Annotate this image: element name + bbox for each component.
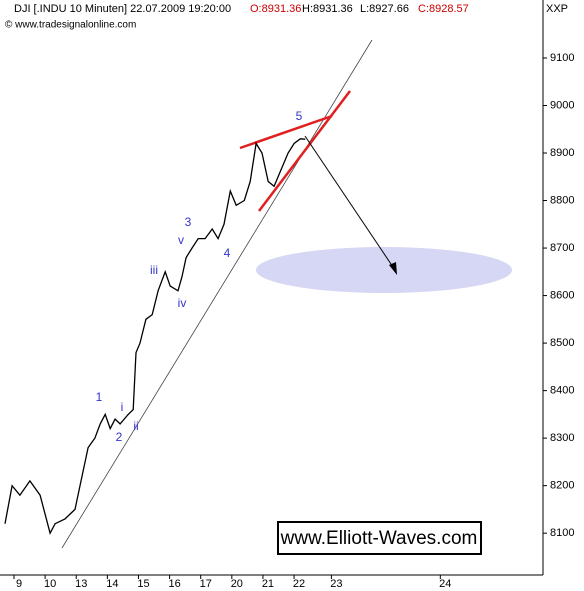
wave-label: iv bbox=[178, 296, 187, 310]
quote-high: H:8931.36 bbox=[302, 3, 353, 15]
wave-label: ii bbox=[133, 419, 138, 433]
watermark-box bbox=[277, 521, 482, 555]
x-tick-label: 17 bbox=[200, 578, 212, 590]
y-tick-label: 8600 bbox=[550, 289, 574, 301]
y-tick-label: 8100 bbox=[550, 527, 574, 539]
x-tick-label: 22 bbox=[293, 578, 305, 590]
y-tick-label: 8400 bbox=[550, 385, 574, 397]
watermark: www.Elliott-Waves.com bbox=[280, 528, 478, 549]
y-tick-label: 8200 bbox=[550, 480, 574, 492]
y-tick-label: 9100 bbox=[550, 52, 574, 64]
y-tick-label: 8500 bbox=[550, 337, 574, 349]
trend-line bbox=[61, 39, 373, 549]
x-tick-label: 21 bbox=[262, 578, 274, 590]
wave-label: i bbox=[121, 400, 124, 414]
x-tick-label: 14 bbox=[106, 578, 118, 590]
x-tick-label: 16 bbox=[168, 578, 180, 590]
wave-label: 2 bbox=[116, 430, 123, 444]
quote-close: C:8928.57 bbox=[418, 3, 469, 15]
wave-label: 5 bbox=[296, 109, 303, 123]
wave-label: 1 bbox=[96, 390, 103, 404]
wave-label: 4 bbox=[224, 246, 231, 260]
target-zone bbox=[256, 247, 512, 293]
x-tick-label: 23 bbox=[330, 578, 342, 590]
quote-low: L:8927.66 bbox=[360, 3, 409, 15]
y-tick-label: 8800 bbox=[550, 194, 574, 206]
y-tick-label: 8900 bbox=[550, 147, 574, 159]
x-tick-label: 10 bbox=[44, 578, 56, 590]
source: © www.tradesignalonline.com bbox=[5, 20, 136, 31]
triangle-lower bbox=[258, 90, 351, 212]
arrow-head bbox=[389, 262, 397, 275]
wave-label: 3 bbox=[185, 215, 192, 229]
exchange: XXP bbox=[546, 3, 568, 15]
price-line bbox=[4, 138, 306, 535]
chart-title: DJI [.INDU 10 Minuten] 22.07.2009 19:20:… bbox=[14, 3, 231, 15]
x-tick-label: 9 bbox=[16, 578, 22, 590]
x-tick-label: 15 bbox=[137, 578, 149, 590]
y-tick-label: 9000 bbox=[550, 99, 574, 111]
x-tick-label: 13 bbox=[75, 578, 87, 590]
quote-open: O:8931.36 bbox=[250, 3, 301, 15]
projection-arrow bbox=[304, 135, 396, 271]
wave-label: iii bbox=[150, 263, 158, 277]
y-tick-label: 8300 bbox=[550, 432, 574, 444]
wave-label: v bbox=[178, 233, 184, 247]
triangle-upper bbox=[239, 114, 333, 150]
y-tick-label: 8700 bbox=[550, 242, 574, 254]
x-tick-label: 24 bbox=[439, 578, 451, 590]
x-tick-label: 20 bbox=[231, 578, 243, 590]
